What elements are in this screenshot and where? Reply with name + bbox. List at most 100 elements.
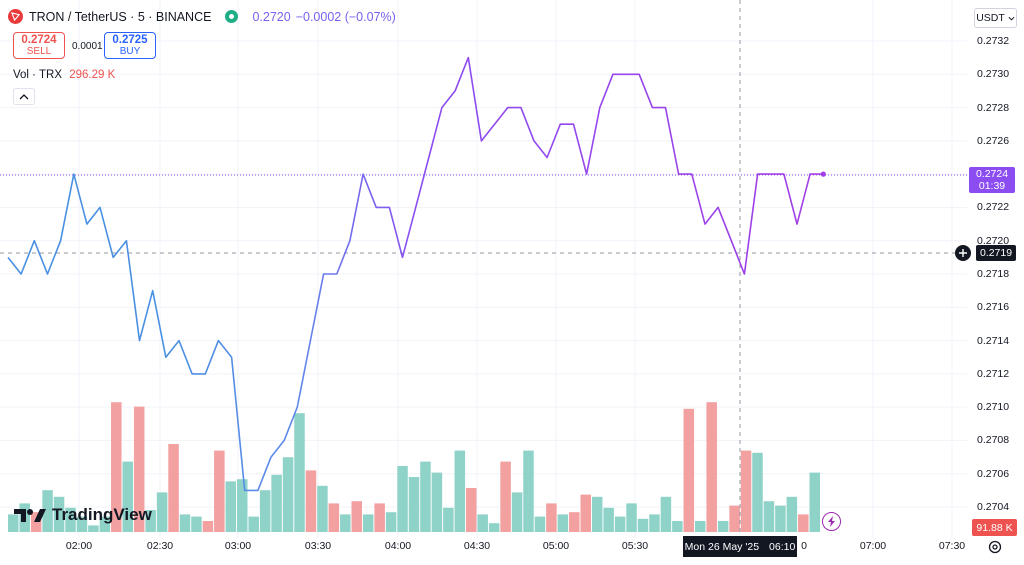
volume-bar — [76, 516, 88, 532]
add-alert-button[interactable] — [955, 245, 971, 261]
price-change: −0.0002 (−0.07%) — [295, 9, 396, 24]
volume-bar — [133, 406, 145, 532]
volume-bar — [500, 461, 511, 532]
volume-bar — [111, 402, 122, 532]
volume-bar — [88, 525, 99, 532]
volume-bar — [294, 413, 305, 532]
watermark-text: TradingView — [52, 505, 152, 524]
volume-bar — [591, 496, 603, 532]
volume-bar — [99, 516, 111, 532]
volume-bar — [637, 518, 649, 532]
volume-bar — [168, 444, 179, 532]
time-tick-label: 02:30 — [146, 540, 174, 552]
volume-bar — [511, 492, 523, 532]
volume-bar — [580, 494, 591, 532]
price-line — [7, 56, 824, 492]
currency-selector[interactable]: USDT — [974, 8, 1017, 28]
volume-bar — [557, 514, 569, 532]
volume-bar — [729, 505, 740, 532]
volume-bar — [340, 514, 351, 532]
volume-bar — [809, 472, 820, 532]
price-tick-label: 0.2706 — [977, 467, 1010, 480]
volume-bar — [351, 501, 362, 532]
time-tick-label: 05:00 — [542, 540, 570, 552]
volume-bar — [408, 477, 420, 532]
volume-bar — [53, 496, 65, 532]
collapse-legend-button[interactable] — [13, 88, 35, 105]
time-tick-label-partial: 0 — [801, 540, 807, 552]
price-tick-label: 0.2704 — [977, 501, 1010, 513]
volume-bar — [534, 516, 546, 532]
price-tick-label: 0.2728 — [977, 101, 1010, 114]
crosshair-price-tag: 0.2719 — [976, 245, 1016, 261]
volume-bar — [397, 466, 408, 532]
volume-bar — [523, 450, 534, 532]
volume-bar — [202, 521, 214, 532]
price-tick-label: 0.2710 — [977, 401, 1010, 414]
market-status-icon[interactable] — [225, 10, 239, 23]
volume-bar — [740, 450, 752, 532]
symbol-title[interactable]: TRON / TetherUS · 5 · BINANCE — [29, 9, 212, 24]
volume-bar — [488, 523, 500, 532]
volume-bar — [546, 503, 557, 532]
tradingview-logo-icon — [14, 509, 46, 522]
crosshair-time: 06:10 — [769, 540, 796, 553]
volume-bar — [477, 514, 488, 532]
volume-bars — [8, 402, 820, 532]
volume-bar — [431, 472, 443, 532]
volume-legend: Vol · TRX 296.29 K — [13, 69, 115, 81]
volume-bar — [374, 503, 385, 532]
last-price: 0.2720 — [252, 9, 291, 24]
volume-bar — [42, 490, 53, 532]
bar-countdown: 01:39 — [978, 180, 1006, 192]
volume-bar — [717, 521, 729, 532]
volume-bar — [752, 452, 763, 532]
volume-bar — [156, 492, 168, 532]
volume-bar — [271, 474, 282, 532]
crosshair — [0, 0, 967, 538]
volume-bar — [305, 470, 317, 532]
volume-bar — [362, 514, 374, 532]
volume-bar — [328, 503, 340, 532]
volume-bar — [420, 461, 431, 532]
volume-label: Vol · TRX — [13, 69, 62, 81]
volume-bar — [179, 514, 191, 532]
price-tick-label: 0.2718 — [977, 268, 1010, 280]
buy-button[interactable]: 0.2725 BUY — [104, 32, 156, 59]
time-tick-label: 07:30 — [938, 540, 966, 552]
volume-bar — [248, 516, 259, 532]
volume-bar — [65, 507, 76, 532]
volume-bar — [626, 503, 637, 532]
gear-icon[interactable] — [987, 539, 1003, 555]
sell-button[interactable]: 0.2724 SELL — [13, 32, 65, 59]
volume-bar — [466, 488, 477, 532]
price-tick-label: 0.2720 — [977, 234, 1010, 247]
price-tick-label: 0.2730 — [977, 68, 1010, 81]
volume-bar — [30, 512, 42, 532]
volume-bar — [763, 501, 775, 532]
time-tick-label: 04:00 — [384, 540, 412, 552]
volume-bar — [214, 450, 225, 532]
volume-bar — [191, 516, 202, 532]
price-tick-label: 0.2708 — [977, 434, 1010, 447]
tradingview-watermark[interactable]: TradingView — [14, 505, 152, 525]
sell-price: 0.2724 — [21, 34, 57, 46]
volume-bar — [798, 514, 809, 532]
volume-bar — [385, 512, 397, 532]
price-tick-label: 0.2732 — [977, 35, 1010, 47]
volume-bar — [317, 485, 328, 532]
price-tick-label: 0.2716 — [977, 301, 1010, 314]
current-price-tag: 0.2724 01:39 — [969, 167, 1015, 193]
volume-bar — [122, 461, 133, 532]
last-price-dot — [820, 171, 826, 177]
price-axis[interactable] — [967, 0, 1024, 538]
volume-bar — [660, 496, 672, 532]
volume-bar — [259, 490, 271, 532]
volume-bar — [225, 481, 237, 532]
current-price: 0.2724 — [975, 168, 1009, 180]
quick-action-button[interactable] — [822, 512, 841, 531]
price-tick-label: 0.2722 — [977, 201, 1010, 214]
volume-bar — [454, 450, 466, 532]
